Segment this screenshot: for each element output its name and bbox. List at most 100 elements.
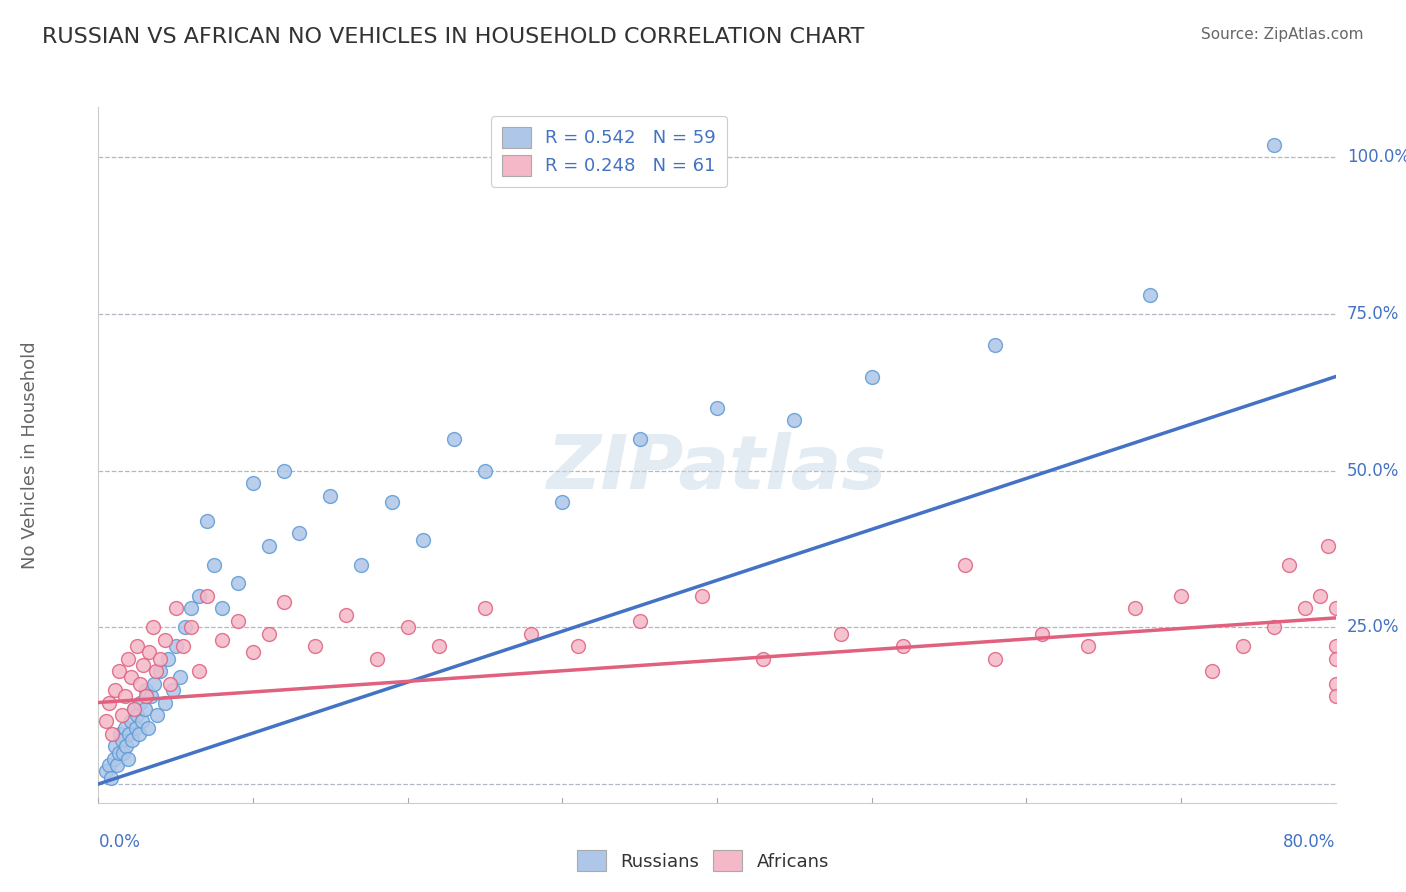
Point [96, 714, 118, 729]
Point [953, 558, 976, 572]
Text: 50.0%: 50.0% [1347, 461, 1399, 480]
Point [1031, 626, 1053, 640]
Point [103, 752, 125, 766]
Text: Source: ZipAtlas.com: Source: ZipAtlas.com [1201, 27, 1364, 42]
Point [132, 657, 155, 672]
Point [783, 413, 806, 427]
Point [104, 683, 127, 698]
Point [135, 683, 157, 698]
Point [136, 721, 159, 735]
Point [1201, 664, 1223, 678]
Legend: Russians, Africans: Russians, Africans [569, 843, 837, 879]
Point [107, 746, 129, 760]
Point [98, 696, 121, 710]
Legend: R = 0.542   N = 59, R = 0.248   N = 61: R = 0.542 N = 59, R = 0.248 N = 61 [491, 116, 727, 186]
Point [135, 690, 157, 704]
Point [195, 589, 218, 603]
Point [1324, 601, 1347, 615]
Point [567, 639, 589, 653]
Point [551, 495, 574, 509]
Point [115, 739, 138, 754]
Point [1324, 651, 1347, 665]
Text: RUSSIAN VS AFRICAN NO VEHICLES IN HOUSEHOLD CORRELATION CHART: RUSSIAN VS AFRICAN NO VEHICLES IN HOUSEH… [42, 27, 865, 46]
Point [149, 651, 172, 665]
Point [273, 595, 295, 609]
Point [165, 601, 187, 615]
Point [396, 620, 419, 634]
Point [165, 639, 187, 653]
Point [690, 589, 713, 603]
Text: 25.0%: 25.0% [1347, 618, 1399, 636]
Point [149, 664, 172, 678]
Point [180, 601, 202, 615]
Point [122, 702, 145, 716]
Point [138, 645, 160, 659]
Point [1232, 639, 1254, 653]
Point [159, 676, 181, 690]
Point [706, 401, 728, 415]
Point [288, 526, 311, 541]
Point [172, 639, 194, 653]
Point [129, 676, 152, 690]
Point [100, 771, 122, 785]
Point [105, 758, 128, 772]
Point [180, 620, 202, 634]
Point [117, 651, 139, 665]
Point [188, 589, 211, 603]
Point [412, 533, 434, 547]
Point [319, 489, 342, 503]
Point [114, 690, 136, 704]
Point [117, 752, 139, 766]
Point [1263, 620, 1285, 634]
Point [628, 614, 651, 628]
Point [122, 702, 145, 716]
Point [242, 645, 264, 659]
Point [474, 601, 496, 615]
Point [153, 696, 176, 710]
Point [127, 708, 149, 723]
Point [226, 576, 249, 591]
Point [226, 614, 249, 628]
Point [752, 651, 775, 665]
Point [381, 495, 404, 509]
Point [169, 670, 191, 684]
Point [141, 620, 165, 634]
Text: No Vehicles in Household: No Vehicles in Household [21, 341, 39, 569]
Point [1123, 601, 1146, 615]
Point [211, 632, 233, 647]
Point [1139, 288, 1161, 302]
Point [1077, 639, 1099, 653]
Text: 0.0%: 0.0% [98, 833, 141, 851]
Point [162, 683, 184, 698]
Point [96, 764, 118, 779]
Text: 100.0%: 100.0% [1347, 148, 1406, 166]
Point [628, 432, 651, 446]
Point [1309, 589, 1331, 603]
Point [1170, 589, 1192, 603]
Point [118, 727, 141, 741]
Point [257, 626, 280, 640]
Point [111, 708, 132, 723]
Point [104, 739, 127, 754]
Point [984, 651, 1007, 665]
Point [131, 714, 153, 729]
Point [984, 338, 1007, 352]
Point [1294, 601, 1316, 615]
Point [101, 727, 124, 741]
Point [366, 651, 388, 665]
Point [134, 702, 156, 716]
Point [114, 721, 136, 735]
Point [145, 664, 167, 678]
Point [128, 727, 150, 741]
Point [153, 632, 176, 647]
Point [112, 746, 135, 760]
Point [120, 714, 142, 729]
Point [111, 733, 132, 747]
Point [830, 626, 852, 640]
Point [1317, 539, 1340, 553]
Point [146, 708, 169, 723]
Point [273, 464, 295, 478]
Point [98, 758, 121, 772]
Point [1278, 558, 1301, 572]
Point [1263, 137, 1285, 152]
